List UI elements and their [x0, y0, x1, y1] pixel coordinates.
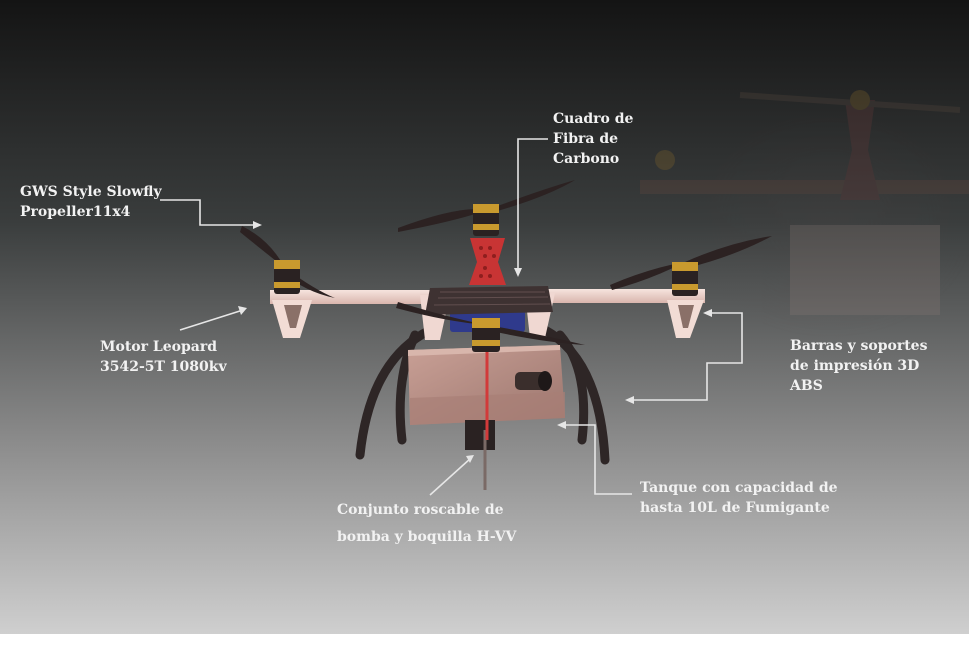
motor-back	[473, 204, 499, 236]
leader-propeller	[160, 199, 253, 226]
label-propeller: GWS Style Slowfly Propeller11x4	[20, 184, 162, 220]
leader-lines	[160, 138, 743, 496]
leader-pump	[429, 457, 472, 496]
label-tank: Tanque con capacidad de hasta 10L de Fum…	[640, 480, 838, 516]
label-motor: Motor Leopard 3542-5T 1080kv	[100, 339, 227, 375]
leader-bars	[633, 312, 743, 401]
label-frame: Cuadro de Fibra de Carbono	[553, 111, 634, 167]
bottom-strip	[0, 634, 969, 649]
label-pump-line2: bomba y boquilla H-VV	[337, 529, 517, 545]
motor-right	[672, 262, 698, 296]
propellers	[240, 180, 772, 345]
leader-frame	[517, 138, 548, 270]
label-pump-line1: Conjunto roscable de	[337, 502, 504, 518]
leader-tank	[562, 424, 632, 495]
motor-front	[472, 318, 500, 352]
leader-motor	[179, 309, 244, 331]
label-bars: Barras y soportes de impresión 3D ABS	[790, 338, 928, 394]
leader-arrowheads	[238, 221, 712, 463]
frame-column	[469, 238, 506, 285]
motor-left	[274, 260, 300, 294]
tank	[408, 330, 565, 490]
landing-legs	[355, 325, 610, 465]
ghost-drone	[640, 90, 969, 340]
motors	[274, 204, 698, 352]
carbon-plate	[425, 286, 553, 315]
